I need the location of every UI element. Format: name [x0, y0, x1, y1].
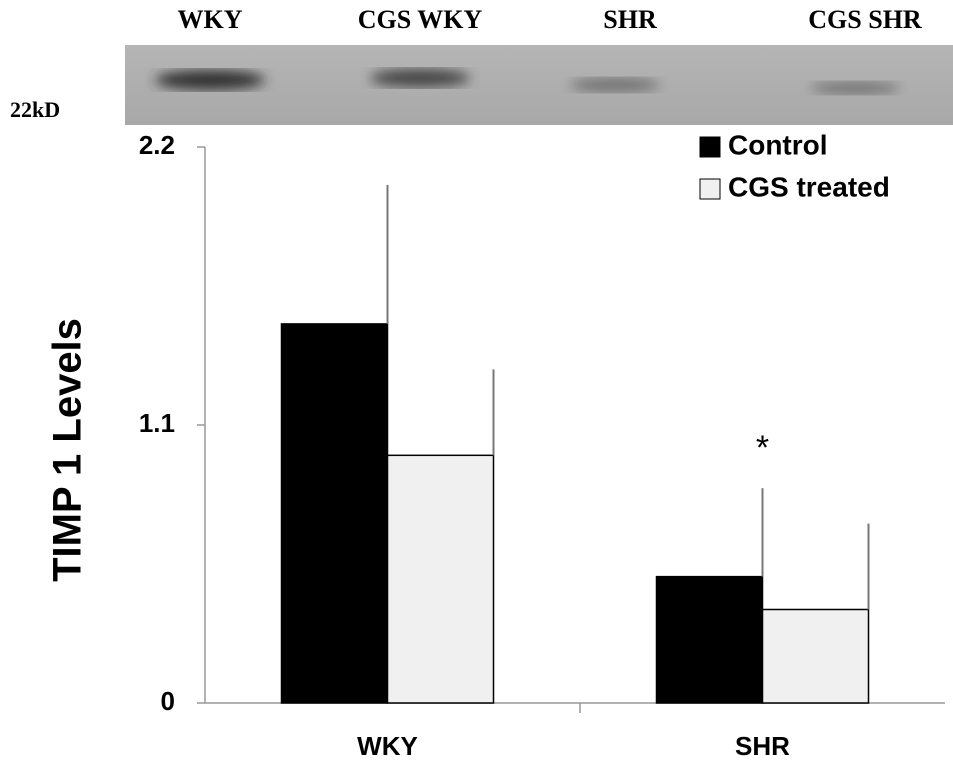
y-tick-label: 1.1 [139, 408, 175, 438]
legend-swatch [700, 179, 720, 199]
y-axis-title: TIMP 1 Levels [46, 318, 90, 582]
y-tick-label: 2.2 [139, 130, 175, 160]
lane-label: WKY [178, 5, 243, 34]
legend-label: Control [728, 129, 828, 160]
legend-swatch [700, 137, 720, 157]
x-tick-label: WKY [357, 731, 418, 761]
blot-band [155, 70, 265, 90]
marker-label: 22kD [10, 97, 60, 122]
lane-label: CGS SHR [808, 5, 922, 34]
blot-band [810, 82, 900, 94]
bar [763, 609, 869, 703]
lane-label: CGS WKY [358, 5, 483, 34]
blot [125, 45, 953, 125]
bar [282, 324, 388, 703]
bar [388, 455, 494, 703]
blot-band [370, 69, 470, 87]
bar [657, 577, 763, 703]
figure: WKY CGS WKY SHR CGS SHR 22kD TIMP 1 Leve… [0, 0, 953, 765]
y-tick-label: 0 [161, 686, 175, 716]
annotation: * [756, 429, 769, 467]
blot-band [570, 78, 660, 92]
lane-label: SHR [603, 5, 657, 34]
x-tick-label: SHR [735, 731, 790, 761]
legend-label: CGS treated [728, 171, 890, 202]
